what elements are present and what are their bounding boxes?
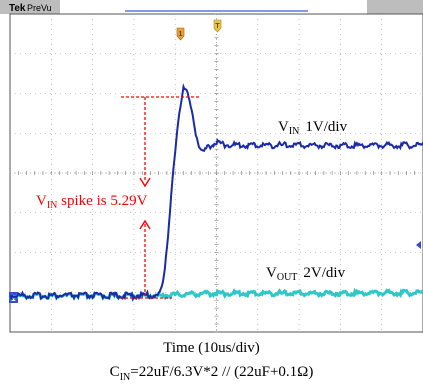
header-left-panel: [0, 0, 60, 14]
spike-annotation-text: VIN spike is 5.29V: [36, 193, 148, 211]
vout-channel-label: VOUT 2V/div: [266, 265, 346, 283]
graticule: [9, 13, 423, 333]
spike-arrowhead-down: [139, 177, 151, 188]
capacitor-caption: CIN=22uF/6.3V*2 // (22uF+0.1Ω): [109, 364, 314, 383]
ch1-ground-label: 1: [11, 294, 16, 303]
mode-label: PreVu: [27, 3, 52, 13]
scope-chart: Tek PreVu T 1 1: [0, 0, 423, 333]
brand-label: Tek: [9, 3, 26, 14]
header-right-panel: [367, 0, 423, 14]
spike-arrowhead-up: [139, 219, 151, 230]
oscilloscope-display: Tek PreVu T 1 1: [0, 0, 423, 333]
ch1-marker-label: 1: [179, 31, 183, 38]
trigger-marker-label: T: [215, 23, 220, 30]
trigger-marker: T: [213, 19, 222, 33]
x-axis-caption: Time (10us/div): [163, 340, 260, 356]
vin-channel-label: VIN 1V/div: [278, 119, 348, 137]
header-bar: [0, 0, 423, 14]
ch1-cursor-marker: 1: [176, 27, 185, 41]
trigger-level-arrow: [416, 241, 421, 249]
vin-waveform: [9, 82, 423, 302]
spike-annotation: [120, 96, 200, 299]
